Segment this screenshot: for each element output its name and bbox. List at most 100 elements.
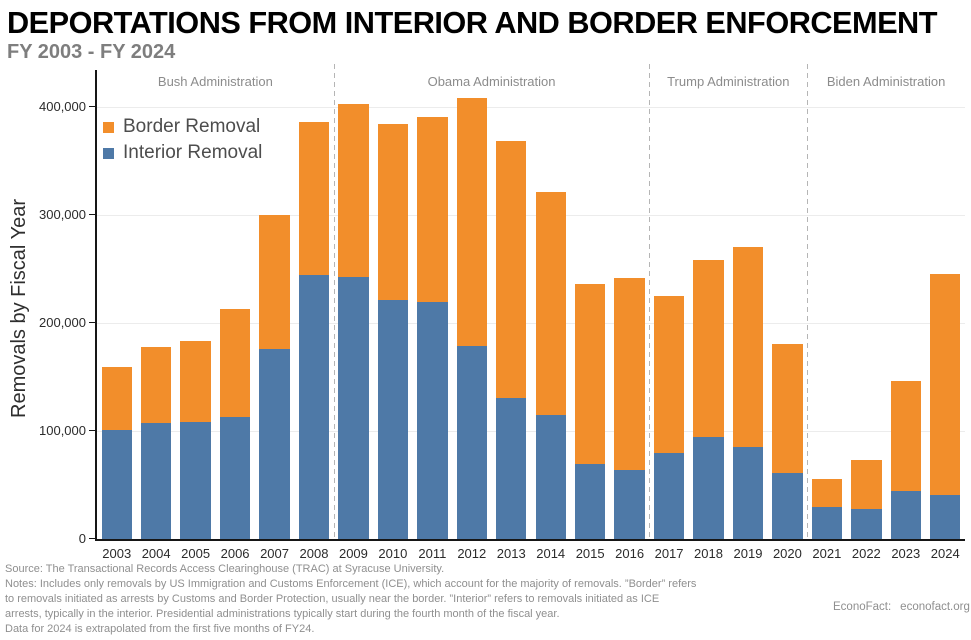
y-tick-mark — [89, 214, 95, 215]
bar-border-removal-2007 — [259, 215, 290, 349]
gridline-300000 — [97, 214, 965, 216]
bar-interior-removal-2010 — [377, 300, 409, 539]
bar-border-removal-2022 — [851, 460, 882, 509]
y-tick-label: 0 — [78, 531, 86, 546]
bar-group-2017: 2017 — [649, 70, 688, 561]
bar-group-2007: 2007 — [255, 70, 294, 561]
bar-border-removal-2015 — [574, 284, 606, 465]
bar-group-2024: 2024 — [926, 70, 965, 561]
page-subtitle: FY 2003 - FY 2024 — [7, 41, 176, 63]
x-tick-label: 2011 — [418, 546, 447, 561]
x-tick-label: 2023 — [891, 546, 921, 561]
footnote-line: Notes: Includes only removals by US Immi… — [5, 578, 697, 590]
footnotes: Source: The Transactional Records Access… — [5, 562, 696, 637]
x-tick-label: 2008 — [299, 546, 329, 561]
bar-group-2023: 2023 — [886, 70, 925, 561]
bar-group-2006: 2006 — [215, 70, 254, 561]
bar-border-removal-2009 — [338, 103, 369, 277]
bar-border-removal-2010 — [377, 124, 409, 301]
bar-border-removal-2017 — [653, 296, 685, 453]
admin-separator — [649, 64, 651, 539]
bar-interior-removal-2007 — [259, 348, 290, 539]
bar-interior-removal-2012 — [456, 345, 487, 539]
page-title: DEPORTATIONS FROM INTERIOR AND BORDER EN… — [7, 5, 937, 40]
x-tick-label: 2014 — [536, 546, 566, 561]
bar-group-2018: 2018 — [689, 70, 728, 561]
bar-interior-removal-2018 — [693, 437, 724, 539]
y-tick-mark — [89, 106, 95, 107]
x-tick-label: 2007 — [260, 546, 289, 561]
x-tick-label: 2006 — [220, 546, 250, 561]
bar-interior-removal-2019 — [732, 447, 764, 539]
admin-label: Trump Administration — [667, 74, 790, 89]
bar-border-removal-2006 — [219, 308, 251, 417]
bar-border-removal-2008 — [298, 122, 330, 276]
bar-group-2009: 2009 — [334, 70, 373, 561]
bar-group-2022: 2022 — [847, 70, 886, 561]
footnote-line: to removals initiated as arrests by Cust… — [5, 593, 660, 605]
bar-interior-removal-2023 — [890, 491, 921, 539]
bar-interior-removal-2015 — [574, 464, 606, 539]
bars: 2003 2004 2005 2006 2007 2008 2009 2010 2011 2012… — [97, 70, 965, 561]
x-tick-label: 2016 — [615, 546, 645, 561]
bar-group-2012: 2012 — [452, 70, 491, 561]
y-tick-mark — [89, 430, 95, 431]
admin-label: Bush Administration — [157, 74, 273, 89]
attribution-url: econofact.org — [900, 601, 970, 613]
bar-interior-removal-2005 — [180, 422, 211, 539]
bar-interior-removal-2004 — [140, 423, 172, 539]
gridline-100000 — [97, 430, 965, 432]
legend: Border Removal Interior Removal — [103, 116, 262, 164]
bar-interior-removal-2009 — [338, 276, 369, 539]
bar-border-removal-2016 — [614, 277, 645, 470]
bar-group-2004: 2004 — [136, 70, 175, 561]
y-tick-label: 200,000 — [39, 315, 86, 330]
bar-interior-removal-2017 — [653, 452, 685, 539]
footnote-line: Data for 2024 is extrapolated from the f… — [5, 623, 315, 635]
x-tick-label: 2019 — [733, 546, 763, 561]
bar-group-2015: 2015 — [570, 70, 609, 561]
bar-group-2014: 2014 — [531, 70, 570, 561]
bar-border-removal-2018 — [693, 260, 724, 438]
bar-interior-removal-2022 — [851, 508, 882, 539]
x-tick-label: 2017 — [654, 546, 684, 561]
y-axis-title: Removals by Fiscal Year — [8, 199, 30, 418]
bar-group-2005: 2005 — [176, 70, 215, 561]
y-tick-mark — [89, 538, 95, 539]
x-tick-label: 2022 — [851, 546, 881, 561]
x-tick-label: 2010 — [378, 546, 408, 561]
bar-interior-removal-2024 — [930, 494, 961, 539]
bar-group-2008: 2008 — [294, 70, 333, 561]
bar-interior-removal-2013 — [496, 397, 527, 539]
y-tick-label: 400,000 — [39, 99, 86, 114]
bar-border-removal-2024 — [930, 274, 961, 495]
admin-label: Obama Administration — [427, 74, 556, 89]
bar-interior-removal-2008 — [298, 275, 330, 539]
x-tick-label: 2020 — [772, 546, 802, 561]
y-tick-label: 100,000 — [39, 423, 86, 438]
bar-group-2020: 2020 — [768, 70, 807, 561]
legend-label: Border Removal — [123, 116, 261, 137]
bar-interior-removal-2003 — [101, 429, 132, 539]
x-tick-label: 2005 — [181, 546, 211, 561]
plot-area: Bush Administration Obama Administration T… — [95, 64, 965, 561]
bar-interior-removal-2006 — [219, 416, 251, 539]
bar-border-removal-2020 — [772, 343, 803, 474]
bar-border-removal-2012 — [456, 98, 487, 346]
bar-group-2013: 2013 — [492, 70, 531, 561]
x-tick-label: 2021 — [812, 546, 842, 561]
bar-border-removal-2011 — [417, 116, 448, 303]
bar-border-removal-2023 — [890, 381, 921, 492]
gridline-200000 — [97, 322, 965, 324]
bar-border-removal-2019 — [732, 247, 764, 448]
bar-group-2011: 2011 — [413, 70, 452, 561]
x-tick-label: 2015 — [575, 546, 605, 561]
border-removal-swatch-icon — [103, 121, 114, 133]
x-tick-label: 2003 — [102, 546, 132, 561]
x-tick-label: 2024 — [930, 546, 960, 561]
admin-label: Biden Administration — [826, 74, 946, 89]
footnote-line: Source: The Transactional Records Access… — [5, 563, 445, 575]
x-tick-label: 2009 — [338, 546, 368, 561]
bar-border-removal-2013 — [496, 140, 527, 398]
